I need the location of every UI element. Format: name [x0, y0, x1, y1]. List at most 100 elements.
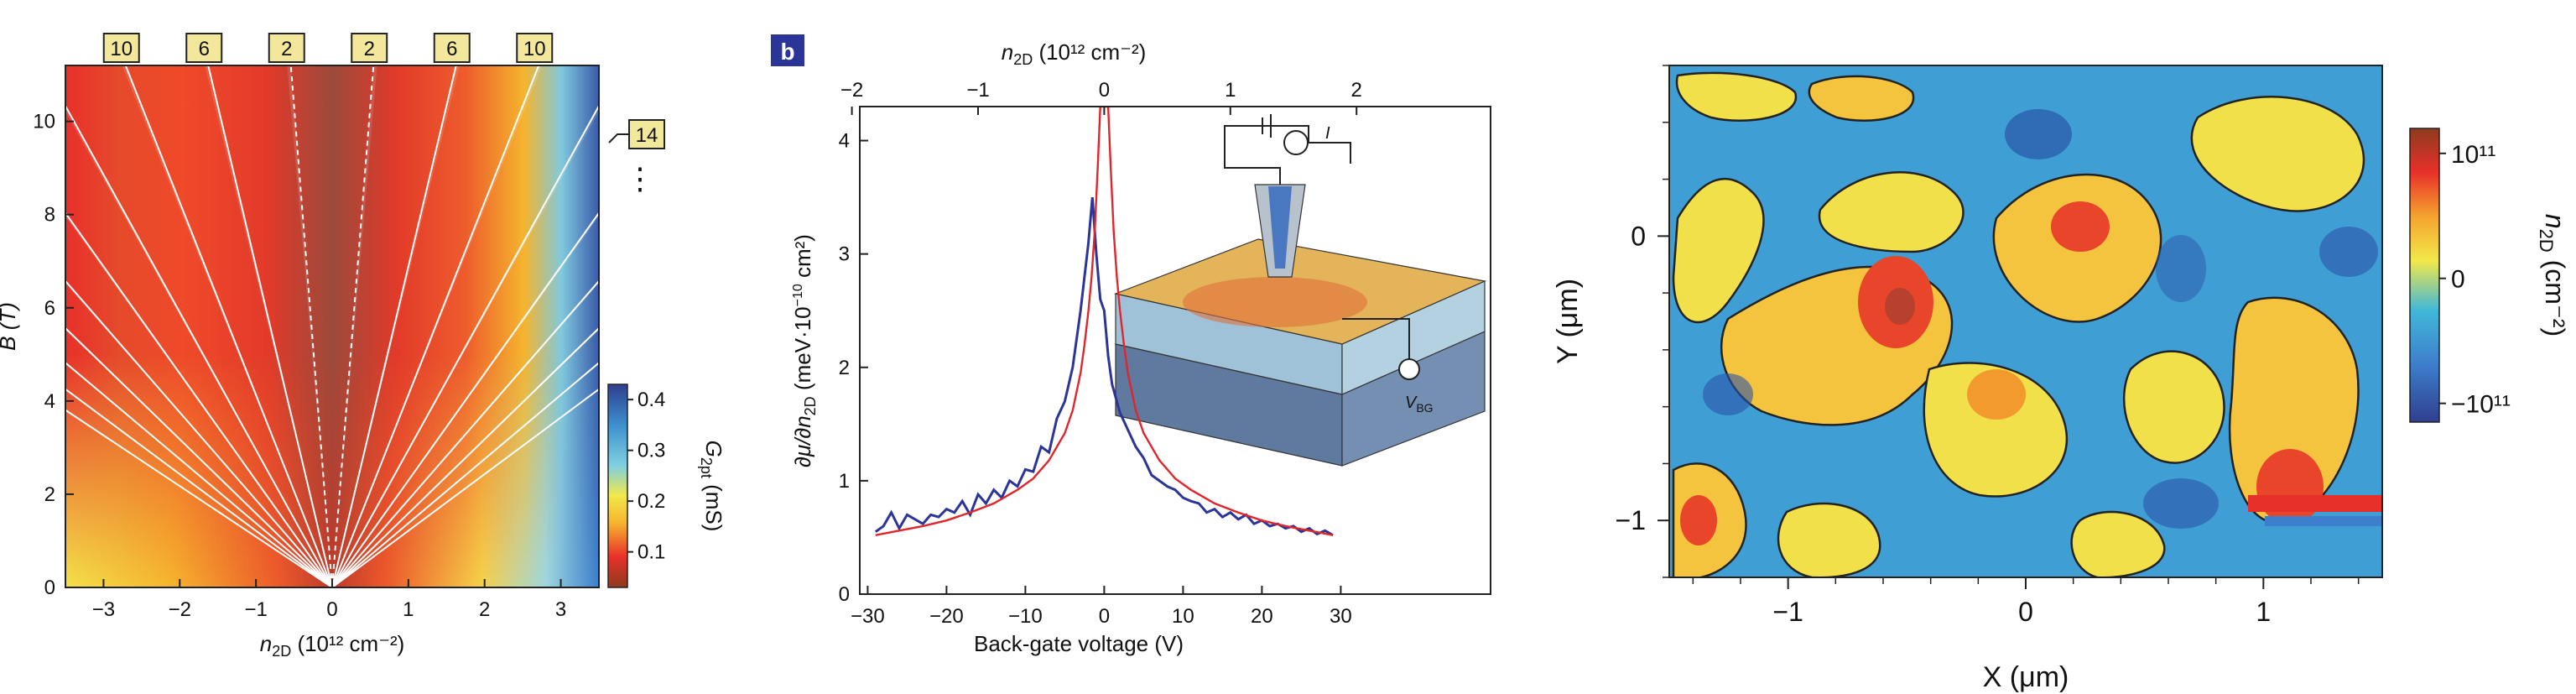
x-tick-label-a: 2 [479, 598, 490, 621]
top-tick-label-b: 2 [1351, 79, 1362, 102]
filling-factor-line [65, 104, 333, 587]
tip-wire [1224, 125, 1309, 185]
fan-band [204, 65, 332, 587]
filling-factor-line [331, 65, 457, 587]
ellipsis-more-levels: ⋮ [625, 161, 655, 196]
colorbar-a-label: G2pt (mS) [698, 441, 726, 532]
charge-puddle-highlight [1183, 277, 1367, 327]
y-tick-label-a: 4 [44, 390, 55, 413]
x-tick-label-b: 0 [1099, 605, 1110, 628]
density-map [1672, 71, 2382, 577]
x-axis-label-c: X (μm) [1983, 661, 2069, 693]
y-axis-label-c: Y (μm) [1552, 279, 1584, 364]
y-tick-label-c: 0 [1631, 221, 1646, 251]
y-tick-label-c: −1 [1616, 505, 1646, 535]
filling-factor-line [331, 65, 375, 587]
filling-factor-line [65, 388, 333, 587]
filling-factor-value: 10 [110, 38, 133, 60]
x-tick-label-a: −1 [244, 598, 267, 621]
set-tip-core [1268, 186, 1292, 269]
filling-factor-value: 10 [523, 38, 546, 60]
colorbar-c-tick-label: −10¹¹ [2451, 391, 2511, 419]
y-tick-label-b: 2 [839, 357, 850, 379]
filling-factor-line [331, 361, 599, 587]
filling-factor-line [331, 65, 540, 587]
x-tick-label-a: −2 [169, 598, 191, 621]
top-tick-label-b: −1 [966, 79, 989, 102]
y-axis-label-a: B (T) [0, 302, 20, 351]
filling-factor-box [185, 33, 223, 63]
top-tick-label-b: −2 [840, 79, 863, 102]
ammeter-symbol [1283, 130, 1309, 155]
filling-factor-value: 6 [199, 38, 210, 60]
x-tick-label-b: 10 [1172, 605, 1194, 628]
colorbar-c-ticks: 10¹¹ 0 −10¹¹ [2439, 141, 2511, 419]
y-tick-label-a: 8 [44, 204, 55, 227]
filling-factor-labels: 10 6 2 2 6 10 14 [102, 33, 665, 149]
filling-factor-value: 6 [446, 38, 457, 60]
colorbar-a-tick-label: 0.4 [637, 389, 665, 411]
colorbar-a-tick-label: 0.3 [637, 440, 665, 462]
colorbar-c-label: n2D (cm⁻²) [2536, 214, 2570, 337]
panel-b-badge [771, 34, 804, 66]
x-axis-label-b: Back-gate voltage (V) [974, 631, 1184, 656]
fan-band [122, 65, 332, 587]
colorbar-a-tick-label: 0.2 [637, 490, 665, 513]
filling-factor-value: 14 [636, 124, 658, 147]
x-tick-label-b: −30 [851, 605, 885, 628]
y-axis-label-b: ∂μ/∂n2D (meV·10−10 cm²) [790, 234, 819, 467]
x-tick-label-b: 20 [1251, 605, 1273, 628]
axes-a: −3 −2 −1 0 1 2 3 0 2 4 6 8 10 [33, 111, 566, 621]
series-line-measured [874, 196, 1334, 537]
x-tick-label-b: −20 [929, 605, 964, 628]
filling-factor-box [351, 33, 388, 63]
y-tick-label-a: 0 [44, 577, 55, 599]
colorbar-a [607, 384, 628, 588]
y-tick-label-a: 2 [44, 483, 55, 506]
series-line-fit [875, 107, 1334, 536]
x-tick-label-b: 30 [1330, 605, 1352, 628]
filling-factor-value: 2 [281, 38, 292, 60]
colorbar-a-ticks: 0.1 0.2 0.3 0.4 [627, 389, 665, 564]
top-x-axis-label-b: n2D (10¹² cm⁻²) [1002, 39, 1147, 68]
filling-factor-line [124, 65, 333, 587]
y-tick-label-b: 0 [839, 583, 850, 606]
back-gate-wire [1342, 318, 1410, 359]
filling-factor-line [331, 104, 599, 587]
ground-wire [1309, 142, 1351, 164]
x-axis-label-a: n2D (10¹² cm⁻²) [260, 631, 405, 660]
panel-a: −3 −2 −1 0 1 2 3 0 2 4 6 8 10 10 6 2 2 6 10 14 ⋮ n2D (10¹²… [0, 33, 726, 660]
x-tick-label-a: 1 [403, 598, 414, 621]
filling-factor-line [331, 211, 599, 587]
colorbar-c-tick-label: 0 [2451, 266, 2465, 294]
colorbar-a-tick-label: 0.1 [637, 541, 665, 564]
x-tick-label-a: 0 [326, 598, 337, 621]
filling-factor-line [331, 279, 599, 587]
filling-factor-line [65, 211, 333, 587]
current-label: I [1325, 124, 1330, 143]
x-tick-label-b: −10 [1008, 605, 1043, 628]
filling-factor-box [433, 33, 471, 63]
x-tick-label-c: 0 [2018, 597, 2033, 627]
filling-factor-line [65, 409, 333, 587]
x-tick-label-a: −3 [92, 598, 115, 621]
plot-frame-b [859, 106, 1491, 595]
filling-factor-line [65, 361, 333, 587]
y-tick-label-a: 6 [44, 297, 55, 320]
filling-factor-line [65, 279, 333, 587]
filling-factor-box [268, 33, 305, 63]
filling-factor-box [516, 33, 554, 63]
filling-factor-box [102, 33, 140, 63]
y-tick-label-b: 3 [839, 243, 850, 266]
filling-factor-value: 2 [364, 38, 375, 60]
y-tick-label-a: 10 [33, 111, 55, 133]
filling-factor-line [289, 65, 333, 587]
top-tick-label-b: 0 [1099, 79, 1110, 102]
axes-c: −1 0 1 0 −1 [1616, 65, 2360, 627]
x-tick-label-c: −1 [1772, 597, 1803, 627]
panel-c: −1 0 1 0 −1 X (μm) Y (μm) 10¹¹ 0 −10¹¹ n2D (cm… [1552, 65, 2570, 693]
filling-factor-line [65, 326, 333, 587]
panel-b-letter: b [780, 39, 794, 65]
